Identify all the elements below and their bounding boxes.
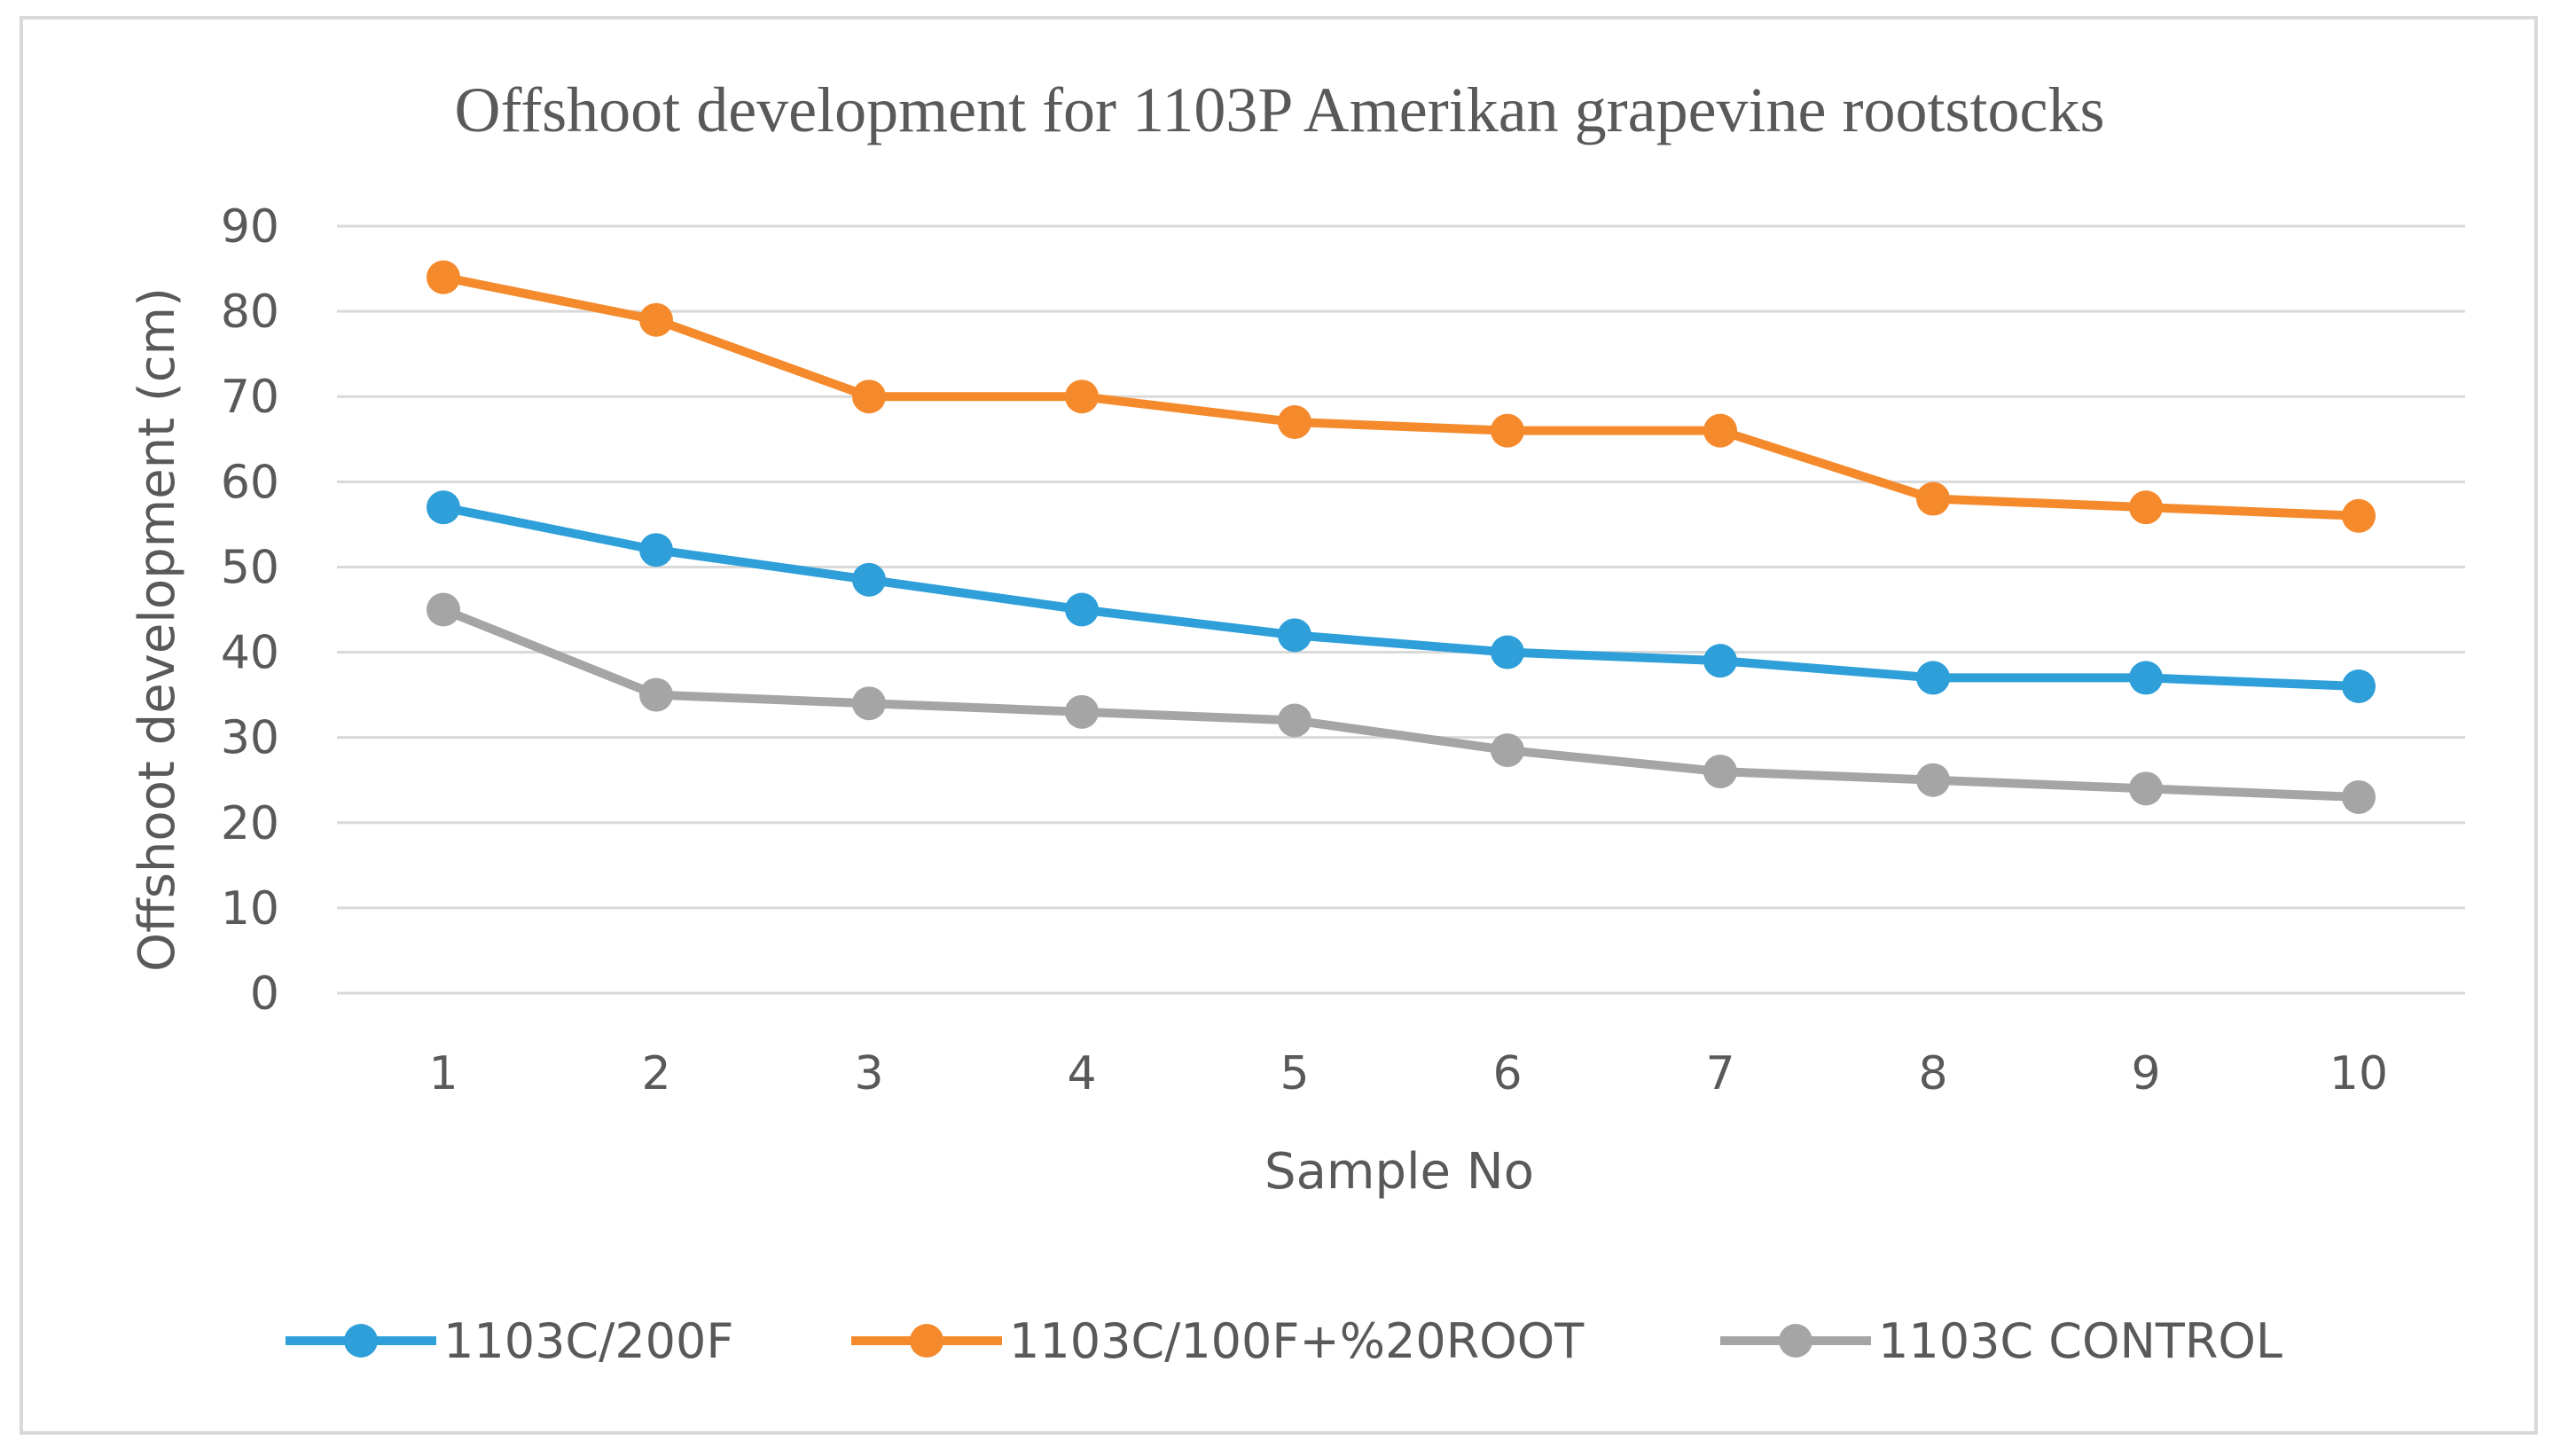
data-point	[1278, 405, 1311, 440]
data-point	[1065, 592, 1099, 627]
data-point	[1491, 635, 1524, 669]
data-point	[427, 260, 460, 294]
data-point	[1916, 661, 1950, 695]
series-1	[427, 490, 2376, 703]
series-line	[439, 503, 2363, 691]
data-point	[639, 533, 673, 568]
data-point	[2342, 498, 2376, 533]
legend-swatch-marker	[344, 1324, 378, 1358]
series-line	[439, 605, 2363, 802]
y-tick-label: 70	[221, 371, 279, 424]
legend-label: 1103C CONTROL	[1878, 1313, 2282, 1369]
data-point	[852, 380, 886, 414]
y-tick-label: 10	[221, 882, 279, 935]
y-tick-label: 60	[221, 456, 279, 509]
data-point	[1065, 694, 1099, 729]
y-axis-label: Offshoot development (cm)	[129, 287, 186, 972]
x-axis-label: Sample No	[1264, 1143, 1534, 1201]
legend-swatch-marker	[1779, 1324, 1812, 1358]
gridlines	[337, 224, 2465, 995]
y-tick-label: 0	[250, 967, 279, 1021]
data-point	[1491, 733, 1524, 768]
data-point	[1703, 644, 1737, 678]
x-tick-label: 4	[1067, 1047, 1096, 1100]
legend-label: 1103C/100F+%20ROOT	[1009, 1313, 1585, 1369]
x-axis-ticks: 1 2 3 4 5 6 7 8 9 10	[428, 1047, 2388, 1100]
legend-item: 1103C CONTROL	[1720, 1313, 2282, 1369]
x-tick-label: 3	[854, 1047, 883, 1100]
series-3	[427, 592, 2376, 814]
data-point	[1703, 413, 1737, 448]
data-point	[2129, 771, 2163, 806]
data-point	[1278, 618, 1311, 653]
y-tick-label: 40	[221, 627, 279, 680]
legend-label: 1103C/200F	[443, 1313, 733, 1369]
x-tick-label: 10	[2329, 1047, 2388, 1100]
data-point	[1065, 380, 1099, 414]
x-tick-label: 8	[1918, 1047, 1947, 1100]
data-point	[1278, 703, 1311, 738]
series-2	[427, 260, 2376, 533]
legend-swatch-marker	[910, 1324, 943, 1358]
data-point	[639, 677, 673, 712]
data-point	[2342, 669, 2376, 703]
x-tick-label: 2	[641, 1047, 670, 1100]
legend-item: 1103C/200F	[286, 1313, 733, 1369]
x-tick-label: 7	[1705, 1047, 1734, 1100]
legend-item: 1103C/100F+%20ROOT	[851, 1313, 1585, 1369]
data-point	[1491, 413, 1524, 448]
data-point	[2129, 490, 2163, 525]
series-line	[439, 272, 2363, 521]
x-tick-label: 9	[2131, 1047, 2160, 1100]
y-tick-label: 80	[221, 286, 279, 339]
data-point	[852, 686, 886, 721]
series-lines	[427, 260, 2376, 814]
y-axis-ticks: 0 10 20 30 40 50 60 70 80 90	[221, 200, 279, 1021]
y-tick-label: 50	[221, 541, 279, 594]
data-point	[1916, 481, 1950, 516]
data-point	[427, 592, 460, 627]
data-point	[427, 490, 460, 525]
y-tick-label: 30	[221, 712, 279, 765]
data-point	[639, 302, 673, 337]
x-tick-label: 5	[1280, 1047, 1309, 1100]
data-point	[1916, 763, 1950, 797]
data-point	[852, 562, 886, 597]
data-point	[2129, 661, 2163, 695]
x-tick-label: 1	[428, 1047, 458, 1100]
y-tick-label: 20	[221, 797, 279, 850]
legend: 1103C/200F 1103C/100F+%20ROOT 1103C CONTRO…	[286, 1313, 2282, 1369]
x-tick-label: 6	[1492, 1047, 1522, 1100]
chart-title: Offshoot development for 1103P Amerikan …	[455, 74, 2105, 145]
data-point	[2342, 779, 2376, 814]
data-point	[1703, 755, 1737, 789]
y-tick-label: 90	[221, 200, 279, 254]
